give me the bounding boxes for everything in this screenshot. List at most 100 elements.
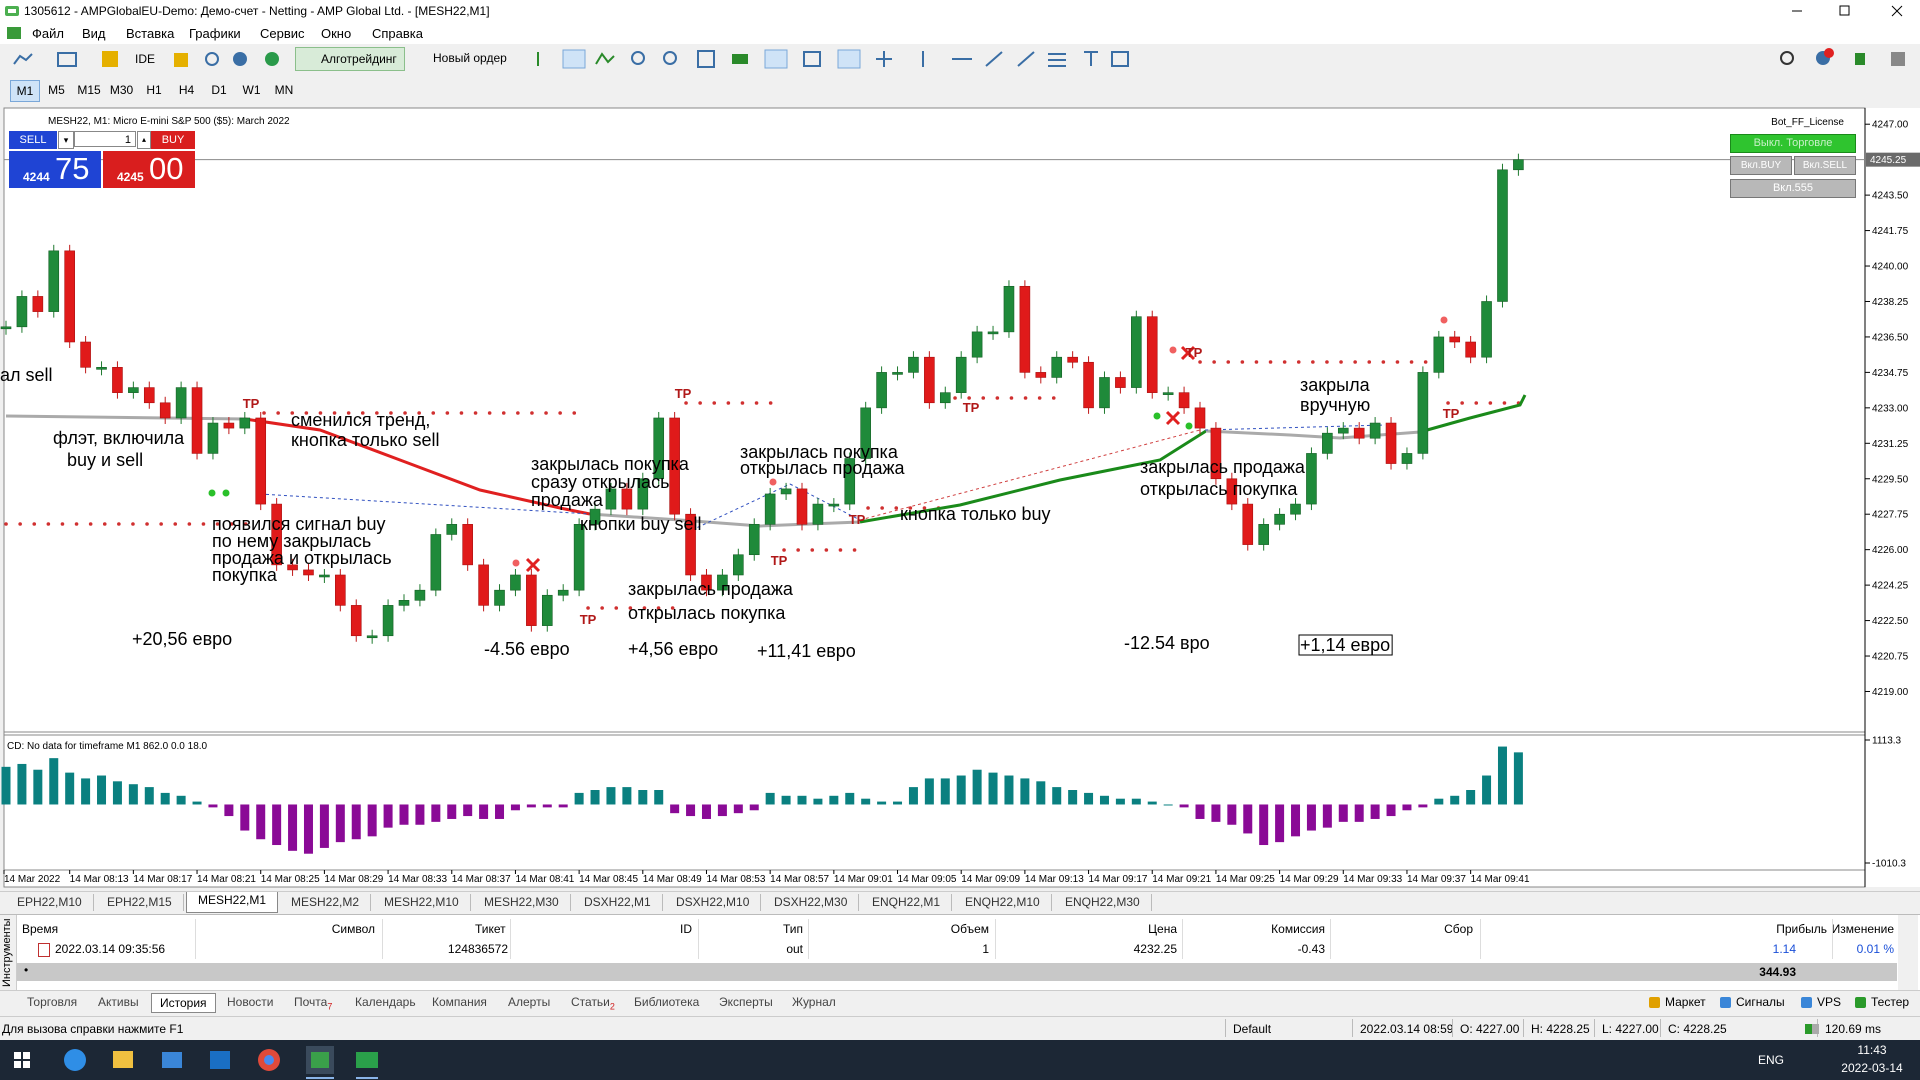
toolbox-tab[interactable]: Календарь xyxy=(355,995,416,1009)
histogram-bar xyxy=(1275,804,1285,843)
new-order-button[interactable]: Новый ордер xyxy=(433,51,507,65)
toolbox-tab[interactable]: Новости xyxy=(227,995,274,1009)
histogram-bar xyxy=(288,804,298,851)
menu-item[interactable]: Вставка xyxy=(126,26,175,41)
toolbox-tab[interactable]: История xyxy=(151,993,216,1013)
histogram-bar xyxy=(1434,798,1444,805)
tp-label: TP xyxy=(580,612,597,627)
symbol-tab[interactable]: ENQH22,M1 xyxy=(861,894,953,911)
candle xyxy=(398,600,410,606)
enable-sell-button[interactable]: Вкл.SELL xyxy=(1794,156,1856,175)
toolbox-tab[interactable]: Статьи2 xyxy=(571,995,615,1012)
sell-button[interactable]: SELL xyxy=(9,131,57,149)
candle xyxy=(319,574,330,578)
toolbox-side-label: Инструменты xyxy=(1,918,13,987)
trading-off-button[interactable]: Выкл. Торговле xyxy=(1730,134,1856,153)
symbol-tab[interactable]: MESH22,M1 xyxy=(186,892,279,913)
timeframe-button[interactable]: M30 xyxy=(109,83,134,97)
taskbar-icons[interactable] xyxy=(0,1040,400,1080)
menu-item[interactable]: Графики xyxy=(189,26,241,41)
bid-box[interactable]: 4244 75 xyxy=(9,151,101,188)
symbol-tab[interactable]: MESH22,M10 xyxy=(373,894,471,911)
profit-box xyxy=(1298,634,1393,656)
toolbox-scrollbar[interactable] xyxy=(1898,915,1918,991)
candle xyxy=(510,574,521,591)
timeframe-button[interactable]: M1 xyxy=(10,80,40,102)
toolbox-tab[interactable]: Торговля xyxy=(27,995,78,1009)
symbol-tab[interactable]: DSXH22,M30 xyxy=(763,894,860,911)
y-tick-label: 4234.75 xyxy=(1872,368,1909,379)
volume-spin[interactable]: ▴ xyxy=(137,131,151,149)
candle xyxy=(1083,361,1094,409)
toolbox-tab[interactable]: Журнал xyxy=(792,995,836,1009)
symbol-tabs: EPH22,M10 EPH22,M15 MESH22,M1 MESH22,M2 MESH… xyxy=(0,891,1920,913)
right-tab[interactable]: Тестер xyxy=(1871,995,1910,1009)
volume-input[interactable]: 1 xyxy=(74,131,136,147)
volume-dropdown[interactable]: ▾ xyxy=(58,131,74,149)
buy-button[interactable]: BUY xyxy=(151,131,195,149)
x-tick-label: 14 Mar 09:09 xyxy=(961,874,1020,885)
keyboard-language[interactable]: ENG xyxy=(1758,1053,1785,1067)
enable-buy-button[interactable]: Вкл.BUY xyxy=(1730,156,1792,175)
menu-item[interactable]: Файл xyxy=(32,26,64,41)
clock-time[interactable]: 11:43 xyxy=(1857,1043,1887,1057)
ide-button[interactable]: IDE xyxy=(135,52,156,66)
toolbox-tab[interactable]: Алерты xyxy=(508,995,551,1009)
timeframe-button[interactable]: M15 xyxy=(77,83,101,97)
toolbox-tab[interactable]: Почта7 xyxy=(294,995,333,1012)
histogram-bar xyxy=(893,801,903,805)
toolbox-tab[interactable]: Библиотека xyxy=(634,995,700,1009)
histogram-bar xyxy=(1099,795,1109,805)
histogram-bar xyxy=(303,804,313,854)
histogram-bar xyxy=(1291,804,1301,837)
symbol-tab[interactable]: EPH22,M10 xyxy=(6,894,94,911)
right-tab[interactable]: Маркет xyxy=(1665,995,1706,1009)
histogram-bar xyxy=(542,804,552,808)
symbol-tab[interactable]: MESH22,M2 xyxy=(280,894,372,911)
annotation: покупка xyxy=(212,565,278,585)
y-tick-label: 4243.50 xyxy=(1872,191,1909,202)
x-tick-label: 14 Mar 09:21 xyxy=(1152,874,1211,885)
timeframe-button[interactable]: W1 xyxy=(242,83,261,97)
status-separator xyxy=(1523,1019,1524,1037)
toolbox-tab[interactable]: Эксперты xyxy=(719,995,773,1009)
x-tick-label: 14 Mar 08:45 xyxy=(579,874,638,885)
algo-trading-button[interactable]: Алготрейдинг xyxy=(295,47,405,71)
right-tab[interactable]: VPS xyxy=(1817,995,1842,1009)
menu-item[interactable]: Вид xyxy=(82,26,106,41)
window-controls[interactable] xyxy=(1770,0,1920,22)
symbol-tab[interactable]: ENQH22,M30 xyxy=(1054,894,1152,911)
timeframe-button[interactable]: MN xyxy=(274,83,294,97)
timeframe-button[interactable]: H1 xyxy=(146,83,162,97)
ask-box[interactable]: 4245 00 xyxy=(103,151,195,188)
symbol-tab[interactable]: DSXH22,M10 xyxy=(665,894,762,911)
timeframe-button[interactable]: H4 xyxy=(178,83,195,97)
column-separator xyxy=(1330,919,1331,959)
symbol-tab[interactable]: EPH22,M15 xyxy=(96,894,184,911)
menu-item[interactable]: Справка xyxy=(372,26,423,41)
toolbox-tab[interactable]: Активы xyxy=(98,995,139,1009)
menu-item[interactable]: Окно xyxy=(321,26,352,41)
menu-item[interactable]: Сервис xyxy=(260,26,305,41)
candle xyxy=(1067,356,1078,363)
symbol-tab[interactable]: ENQH22,M10 xyxy=(954,894,1052,911)
profit-label: -4.56 евро xyxy=(484,639,570,659)
toolbox-tab[interactable]: Компания xyxy=(432,995,487,1009)
timeframe-button[interactable]: M5 xyxy=(48,83,65,97)
profit-label: +4,56 евро xyxy=(628,639,718,659)
histogram-bar xyxy=(1195,804,1205,819)
x-tick-label: 14 Mar 08:57 xyxy=(770,874,829,885)
enable-555-button[interactable]: Вкл.555 xyxy=(1730,179,1856,198)
candle xyxy=(1417,372,1429,454)
column-separator xyxy=(995,919,996,959)
candle xyxy=(748,524,760,556)
symbol-tab[interactable]: DSXH22,M1 xyxy=(573,894,663,911)
right-tab[interactable]: Сигналы xyxy=(1736,995,1785,1009)
timeframe-button[interactable]: D1 xyxy=(211,83,227,97)
candle xyxy=(764,493,776,525)
x-tick-label: 14 Mar 09:29 xyxy=(1280,874,1339,885)
symbol-tab[interactable]: MESH22,M30 xyxy=(473,894,571,911)
x-tick-label: 14 Mar 09:37 xyxy=(1407,874,1466,885)
clock-date[interactable]: 2022-03-14 xyxy=(1841,1061,1903,1075)
